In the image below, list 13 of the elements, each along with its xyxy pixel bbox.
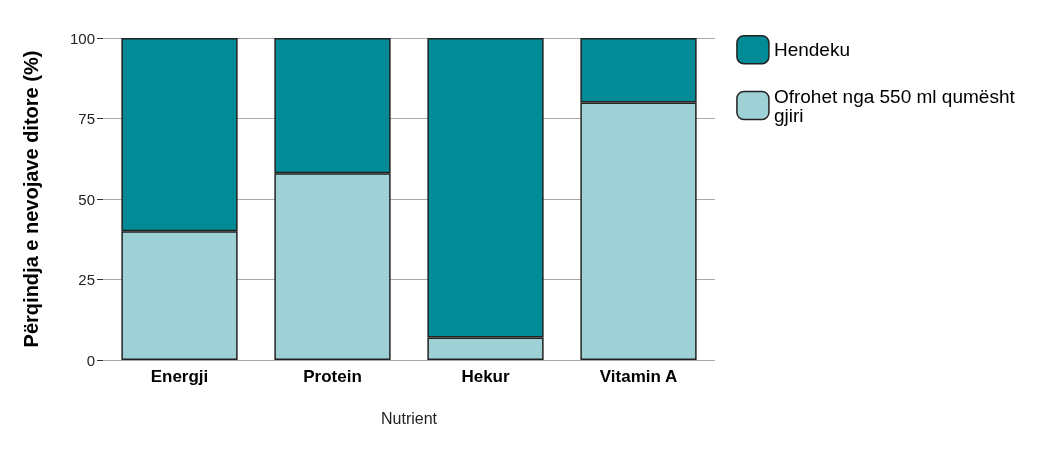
y-tick-label: 0	[86, 351, 95, 369]
x-tick-label: Protein	[303, 367, 362, 386]
legend-label: Hendeku	[773, 39, 850, 61]
x-tick-label: Vitamin A	[599, 367, 678, 386]
legend-label: Ofrohet nga 550 ml qumësht gjiri	[773, 85, 1021, 126]
x-axis-title: Nutrient	[380, 409, 438, 427]
x-tick-label: Hekur	[461, 367, 510, 386]
x-tick-label: Energji	[150, 367, 209, 386]
y-axis-title: Përqindja e nevojave ditore (%)	[20, 50, 42, 348]
y-tick-label: 50	[78, 190, 95, 208]
y-tick-label: 75	[78, 110, 95, 127]
y-tick-label: 25	[78, 271, 95, 288]
y-tick-label: 100	[69, 29, 95, 47]
